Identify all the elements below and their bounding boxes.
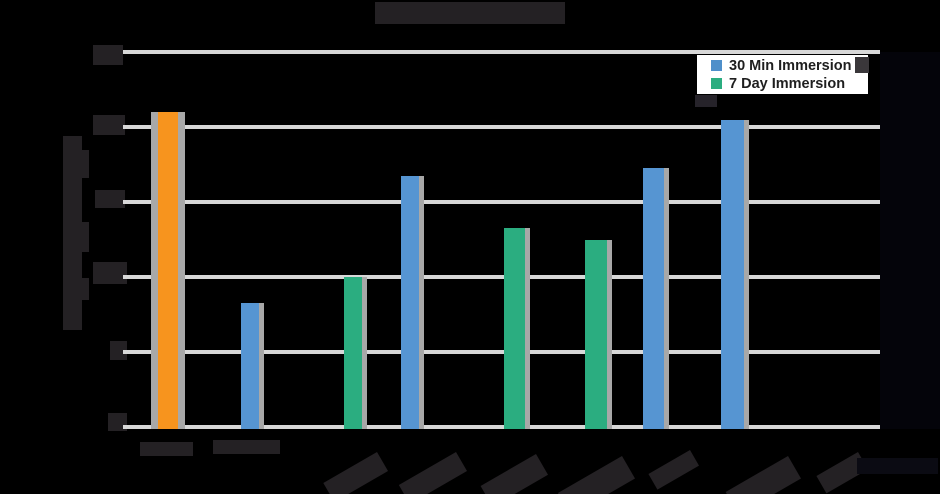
- bar-slot-2-blue_bar: [241, 303, 259, 429]
- gridline-3: [123, 200, 880, 204]
- x-axis-baseline: [123, 425, 880, 429]
- bar-slot-1-orange_bar: [158, 112, 178, 429]
- legend-lower-obscured-blob: [695, 95, 717, 107]
- legend: 30 Min Immersion 7 Day Immersion: [697, 55, 868, 94]
- legend-label: 30 Min Immersion: [729, 57, 852, 74]
- bar-slot-6-green_bar: [585, 239, 607, 429]
- legend-item-7-day-immersion: 7 Day Immersion: [711, 76, 868, 92]
- gridline-1: [123, 350, 880, 354]
- y-tick-label-obscured: [110, 341, 127, 360]
- bar-slot-7-blue_bar: [642, 168, 664, 429]
- bar-slot-4-blue_bar: [401, 175, 419, 429]
- gridline-4: [123, 125, 880, 129]
- bar-slot-3-green_bar: [344, 277, 362, 429]
- y-axis-title-obscured: [82, 150, 89, 178]
- y-axis-title-obscured: [82, 278, 89, 300]
- x-category-label-obscured: [140, 442, 193, 456]
- legend-swatch-green: [711, 78, 722, 89]
- y-tick-label-obscured: [93, 115, 125, 135]
- y-axis-title-obscured: [82, 222, 89, 252]
- bar-slot-5-green_bar: [503, 228, 525, 429]
- legend-edge-obscured-blob: [855, 57, 869, 73]
- legend-swatch-blue: [711, 60, 722, 71]
- plot-right-faint-panel: [880, 52, 940, 429]
- y-tick-label-obscured: [93, 262, 127, 284]
- x-category-label-obscured: [213, 440, 280, 454]
- x-category-label-obscured-faint: [857, 458, 938, 474]
- bar-slot-8-blue_bar: [720, 119, 744, 429]
- y-tick-label-obscured: [93, 45, 123, 65]
- y-tick-label-obscured: [108, 413, 127, 431]
- chart-title-obscured: [375, 2, 565, 24]
- y-tick-label-obscured: [95, 190, 125, 208]
- gridline-5: [123, 50, 880, 54]
- y-axis-title-obscured: [63, 136, 82, 330]
- gridline-2: [123, 275, 880, 279]
- legend-item-30-min-immersion: 30 Min Immersion: [711, 58, 868, 74]
- legend-label: 7 Day Immersion: [729, 75, 846, 92]
